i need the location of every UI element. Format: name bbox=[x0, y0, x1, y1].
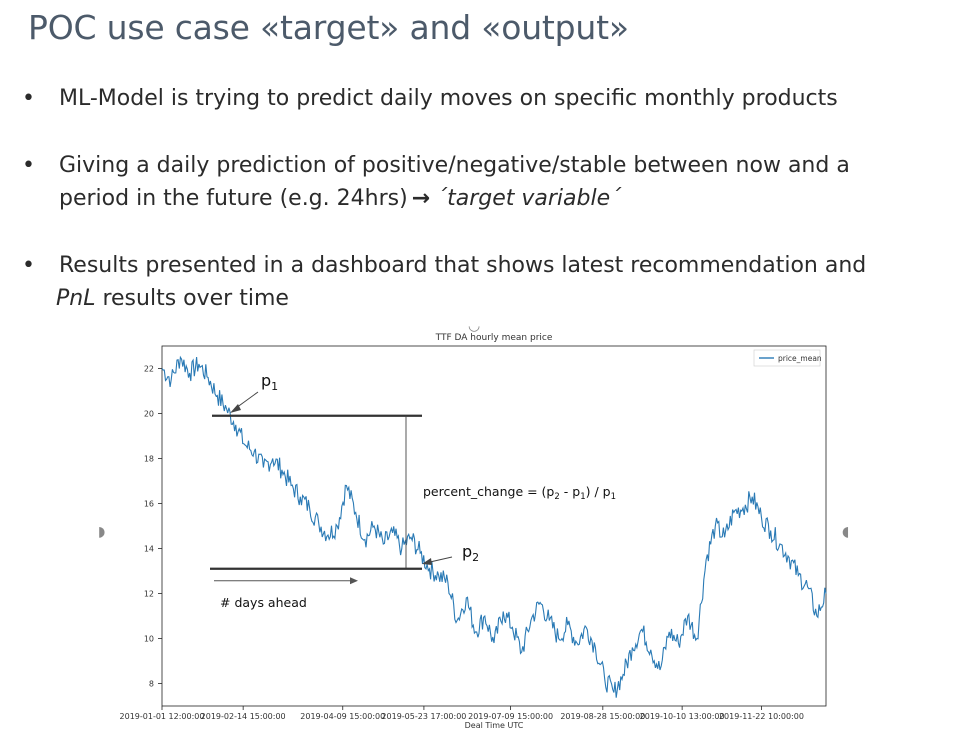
plot-frame bbox=[161, 345, 827, 707]
p1-label-subscript: 1 bbox=[271, 380, 278, 393]
y-tick-label: 22 bbox=[144, 365, 154, 374]
bullet-dot: • bbox=[22, 253, 35, 278]
x-tick-label: 2019-04-09 15:00:00 bbox=[300, 712, 385, 721]
y-tick-label: 12 bbox=[144, 590, 154, 599]
slide-title: POC use case «target» and «output» bbox=[28, 8, 629, 47]
bullet-item: • Giving a daily prediction of positive/… bbox=[22, 149, 952, 215]
p2-label-letter: p bbox=[462, 542, 472, 561]
series-line-price-mean bbox=[161, 355, 827, 698]
bullet-text: ML-Model is trying to predict daily move… bbox=[59, 86, 838, 111]
formula-text: - p bbox=[560, 484, 580, 499]
bullet-text: Results presented in a dashboard that sh… bbox=[56, 249, 952, 315]
legend-box bbox=[753, 349, 821, 367]
y-tick-label: 20 bbox=[144, 410, 154, 419]
y-tick-label: 10 bbox=[144, 635, 154, 644]
p2-pointer-head bbox=[422, 558, 432, 565]
bullet-dot: • bbox=[22, 153, 35, 178]
p2-label: p2 bbox=[462, 542, 479, 564]
y-tick-label: 18 bbox=[144, 455, 154, 464]
formula-subscript: 1 bbox=[580, 492, 585, 502]
bullet-line: Giving a daily prediction of positive/ne… bbox=[59, 153, 850, 178]
formula-subscript: 2 bbox=[554, 492, 559, 502]
p1-label: p1 bbox=[261, 371, 278, 393]
x-tick-label: 2019-07-09 15:00:00 bbox=[468, 712, 553, 721]
chart-title: TTF DA hourly mean price bbox=[435, 333, 553, 343]
target-variable-term: ´target variable´ bbox=[436, 186, 622, 211]
bullet-text: Giving a daily prediction of positive/ne… bbox=[59, 149, 952, 215]
y-tick-label: 8 bbox=[149, 680, 154, 689]
x-tick-label: 2019-08-28 15:00:00 bbox=[560, 712, 645, 721]
right-arrow-icon: → bbox=[411, 186, 431, 211]
bullet-item: • ML-Model is trying to predict daily mo… bbox=[22, 82, 952, 115]
resize-handle-left-icon[interactable]: ◗ bbox=[98, 524, 106, 540]
legend-label: price_mean bbox=[778, 354, 822, 363]
formula-text: ) / p bbox=[586, 484, 611, 499]
days-ahead-label: # days ahead bbox=[220, 595, 307, 610]
p1-pointer-line bbox=[235, 391, 259, 409]
p2-label-subscript: 2 bbox=[472, 551, 479, 564]
formula-subscript: 1 bbox=[611, 492, 616, 502]
bullet-item: • Results presented in a dashboard that … bbox=[22, 249, 952, 315]
x-tick-label: 2019-11-22 10:00:00 bbox=[719, 712, 804, 721]
bullet-line-text: results over time bbox=[95, 286, 289, 311]
days-ahead-arrow-head bbox=[350, 577, 358, 585]
price-line-chart: TTF DA hourly mean price8101214161820222… bbox=[96, 326, 856, 736]
bullet-line-text: period in the future (e.g. 24hrs) bbox=[59, 186, 408, 211]
resize-handle-right-icon[interactable]: ◖ bbox=[842, 524, 850, 540]
y-tick-label: 14 bbox=[144, 545, 154, 554]
x-tick-label: 2019-02-14 15:00:00 bbox=[201, 712, 286, 721]
bullet-list: • ML-Model is trying to predict daily mo… bbox=[22, 82, 952, 315]
bullet-line: Results presented in a dashboard that sh… bbox=[59, 253, 867, 278]
resize-handle-top-icon[interactable]: ◡ bbox=[468, 318, 481, 334]
bullet-line: period in the future (e.g. 24hrs) → ´targe… bbox=[59, 182, 952, 215]
percent-change-formula: percent_change = (p2 - p1) / p1 bbox=[423, 484, 616, 502]
pnl-term: PnL bbox=[56, 286, 96, 311]
bullet-dot: • bbox=[22, 86, 35, 111]
p1-label-letter: p bbox=[261, 371, 271, 390]
p2-pointer-line bbox=[429, 556, 453, 563]
bullet-line: PnL results over time bbox=[56, 282, 952, 315]
x-tick-label: 2019-05-23 17:00:00 bbox=[381, 712, 466, 721]
x-axis-label: Deal Time UTC bbox=[465, 721, 524, 730]
y-tick-label: 16 bbox=[144, 500, 154, 509]
chart-background bbox=[96, 326, 856, 736]
formula-text: percent_change = (p bbox=[423, 484, 554, 499]
p1-pointer-head bbox=[230, 404, 241, 413]
x-tick-label: 2019-01-01 12:00:00 bbox=[120, 712, 205, 721]
x-tick-label: 2019-10-10 13:00:00 bbox=[640, 712, 725, 721]
chart-image-frame[interactable]: TTF DA hourly mean price 8 10 12 14 16 18 20 22 2… bbox=[96, 318, 856, 736]
